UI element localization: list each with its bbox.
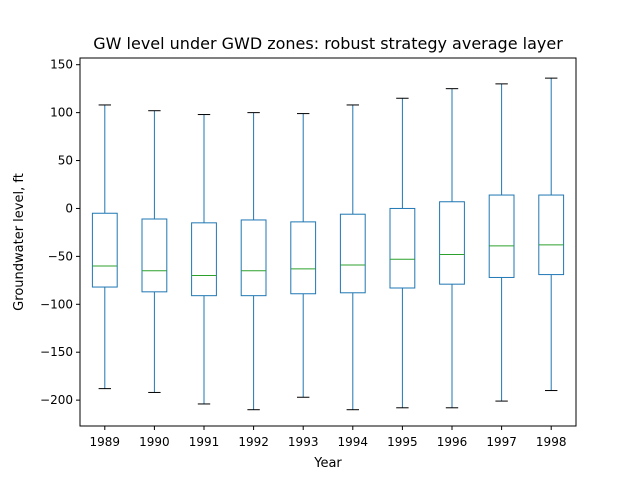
iqr-box	[439, 201, 465, 285]
box-1993	[290, 113, 317, 398]
x-tick-label: 1991	[189, 435, 220, 449]
y-axis: 150 100 50 0 −50 −100 −150 −200	[40, 58, 80, 407]
y-tick-label: −150	[40, 345, 73, 359]
box-1990	[141, 110, 168, 393]
box-1989	[91, 104, 118, 390]
box-1995	[389, 97, 416, 409]
iqr-box	[488, 194, 515, 278]
iqr-box	[389, 207, 416, 289]
x-tick-label: 1994	[338, 435, 369, 449]
x-tick-label: 1989	[90, 435, 121, 449]
chart-title: GW level under GWD zones: robust strateg…	[93, 34, 563, 53]
y-tick-label: 150	[50, 58, 73, 72]
box-1997	[488, 83, 515, 402]
x-axis-label: Year	[313, 456, 342, 471]
box-1994	[339, 104, 366, 411]
x-tick-label: 1995	[387, 435, 418, 449]
iqr-box	[538, 194, 565, 276]
axes-frame	[79, 57, 577, 427]
iqr-box	[290, 221, 317, 295]
iqr-box	[141, 218, 168, 293]
x-tick-label: 1990	[139, 435, 170, 449]
box-1991	[191, 114, 217, 405]
box-1998	[538, 77, 565, 392]
plot-area	[91, 77, 565, 411]
box-1996	[439, 88, 465, 409]
iqr-box	[91, 212, 118, 288]
y-tick-label: 50	[58, 154, 73, 168]
y-axis-label: Groundwater level, ft	[12, 173, 27, 311]
x-tick-label: 1993	[288, 435, 319, 449]
iqr-box	[339, 213, 366, 294]
y-tick-label: −50	[48, 249, 73, 263]
box-1992	[240, 112, 267, 411]
x-tick-label: 1997	[486, 435, 517, 449]
y-tick-label: 0	[65, 201, 73, 215]
y-tick-label: −200	[40, 393, 73, 407]
x-tick-label: 1992	[238, 435, 269, 449]
y-tick-label: 100	[50, 106, 73, 120]
iqr-box	[191, 222, 217, 297]
x-tick-label: 1998	[536, 435, 567, 449]
iqr-box	[240, 219, 267, 297]
y-tick-label: −100	[40, 297, 73, 311]
x-tick-label: 1996	[437, 435, 468, 449]
x-axis: 1989 1990 1991 1992 1993 1994 1995 1996 1997 1998	[90, 426, 567, 449]
